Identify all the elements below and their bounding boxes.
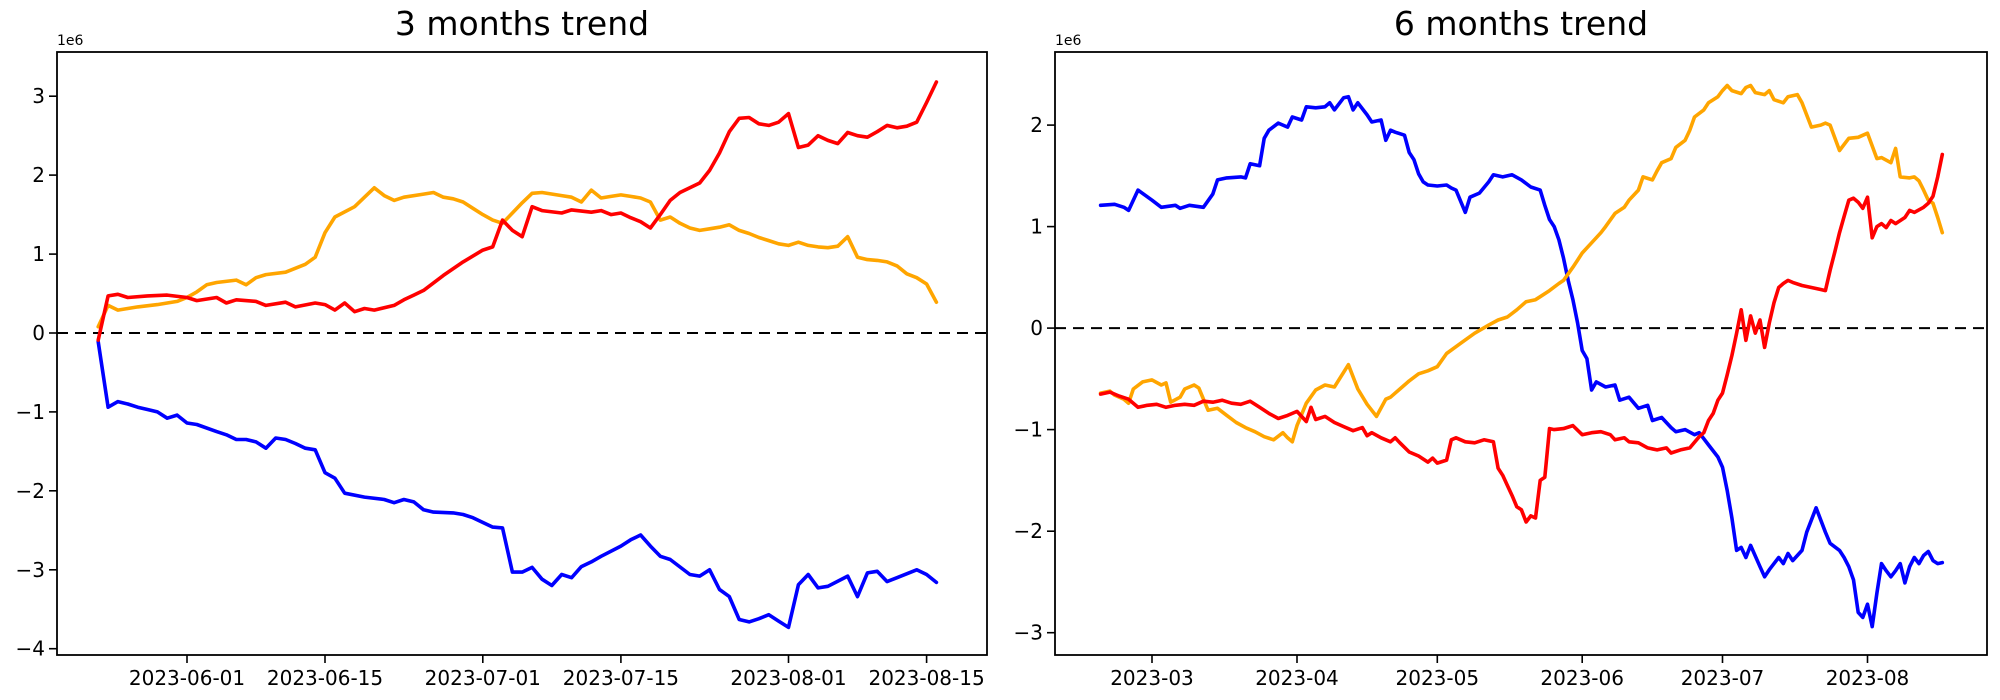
three-months-trend-x-tick-label: 2023-07-15 (563, 666, 679, 690)
six-months-trend-x-tick-label: 2023-08 (1826, 666, 1910, 690)
six-months-trend-y-tick-label: −3 (1014, 621, 1043, 645)
six-months-trend-series-blue (1098, 94, 1945, 629)
six-months-trend-x-tick-label: 2023-06 (1540, 666, 1624, 690)
six-months-trend-chart: 2023-03 2023-04 2023-05 2023-06 2023-07 2023-… (1014, 33, 1988, 690)
three-months-trend-y-tick-label: −1 (16, 400, 45, 424)
three-months-trend-x-tick-label: 2023-07-01 (425, 666, 541, 690)
six-months-trend-x-tick-label: 2023-05 (1396, 666, 1480, 690)
six-months-trend-series-orange (1098, 83, 1945, 444)
three-months-trend-series-orange (96, 186, 939, 329)
three-months-trend-y-tick-label: −4 (16, 637, 45, 661)
three-months-trend-x-tick-label: 2023-06-15 (267, 666, 383, 690)
three-months-trend-x-tick-label: 2023-08-15 (868, 666, 984, 690)
six-months-trend-offset-label: 1e6 (1055, 33, 1082, 49)
three-months-trend-offset-label: 1e6 (57, 33, 84, 49)
left-chart-title: 3 months trend (394, 4, 650, 43)
three-months-trend-y-tick-label: 1 (32, 242, 45, 266)
six-months-trend-x-tick-label: 2023-03 (1110, 666, 1194, 690)
three-months-trend-y-tick-label: 2 (32, 163, 45, 187)
six-months-trend-y-tick-label: −1 (1014, 418, 1043, 442)
six-months-trend-series-red (1098, 152, 1945, 524)
three-months-trend-x-tick-label: 2023-06-01 (129, 666, 245, 690)
three-months-trend-series-red (96, 80, 939, 342)
six-months-trend-x-tick-label: 2023-04 (1255, 666, 1339, 690)
three-months-trend-axes-frame (56, 51, 988, 656)
three-months-trend-y-tick-label: −2 (16, 479, 45, 503)
six-months-trend-y-tick-label: 0 (1030, 316, 1043, 340)
three-months-trend-y-tick-label: 3 (32, 84, 45, 108)
six-months-trend-y-tick-label: 1 (1030, 215, 1043, 239)
right-chart-title: 6 months trend (1393, 4, 1649, 43)
three-months-trend-y-tick-label: −3 (16, 558, 45, 582)
six-months-trend-y-tick-label: −2 (1014, 519, 1043, 543)
three-months-trend-chart: 2023-06-01 2023-06-15 2023-07-01 2023-07-15… (16, 33, 988, 690)
three-months-trend-y-tick-label: 0 (32, 321, 45, 345)
three-months-trend-series-blue (96, 339, 939, 630)
three-months-trend-x-tick-label: 2023-08-01 (730, 666, 846, 690)
six-months-trend-y-tick-label: 2 (1030, 113, 1043, 137)
six-months-trend-x-tick-label: 2023-07 (1681, 666, 1765, 690)
six-months-trend-axes-frame (1054, 51, 1988, 656)
